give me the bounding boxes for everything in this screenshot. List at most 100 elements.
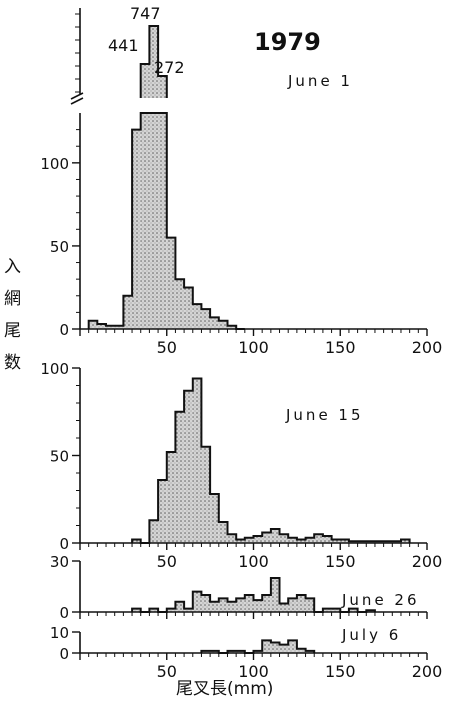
histogram-bar [218,522,228,543]
x-tick-label: 100 [238,552,269,571]
y-tick-label: 30 [50,553,69,571]
histogram-bar [331,539,341,543]
y-axis-label-char: 尾 [4,321,21,341]
bar-count-annotation: 272 [154,58,185,77]
x-tick-label: 100 [238,662,269,681]
x-tick-label: 50 [157,662,177,681]
histogram-bar [262,532,271,543]
histogram-bar [97,324,107,329]
histogram-bar [132,129,141,329]
histogram-bar [184,390,193,543]
histogram-bar [201,650,211,653]
histogram-bar [149,113,159,329]
figure-year: 1979 [254,28,321,56]
panel-label: June 1 [287,72,353,90]
histogram-bar [201,309,211,329]
histogram-bar [149,520,159,543]
histogram-bar [192,378,202,543]
x-tick-label: 50 [157,552,177,571]
histogram-bar [184,287,193,329]
histogram-bar [400,539,410,543]
x-tick-label: 150 [325,662,356,681]
histogram-outline-overflow [139,25,168,98]
histogram-bar [236,598,245,612]
histogram-bar [288,598,297,612]
histogram-bar [279,534,289,543]
histogram-bar [348,608,358,612]
histogram-bar [166,237,176,329]
histogram-bar [314,534,323,543]
panel-label: July 6 [341,626,401,644]
histogram-bar [175,279,185,329]
histogram-bar [227,325,237,329]
histogram-bar [305,598,315,612]
panel-july-6: 50 100 150 200 0 10 July 6 [50,624,442,681]
histogram-bar-overflow [140,64,150,98]
histogram-bar [244,595,254,612]
x-tick-label: 100 [238,338,269,357]
histogram-bar [296,595,306,612]
x-tick-label: 150 [325,338,356,357]
histogram-bar [114,325,124,329]
y-tick-label: 100 [40,155,69,173]
histogram-bar [201,446,211,543]
histogram-bar [175,601,185,612]
histogram-bar [158,113,167,329]
x-tick-label: 150 [325,552,356,571]
histogram-bar [184,608,193,612]
histogram-bar [210,494,219,543]
panel-june-26: 0 30 June 26 [50,553,428,622]
histogram-bar [140,113,150,329]
histogram-bar [236,539,245,543]
histogram-bar [88,320,98,329]
histogram-bar [270,529,280,543]
y-axis-label-char: 数 [4,353,21,373]
y-axis-label-char: 網 [4,289,21,309]
panel-june-1-inset: 441 747 272 [70,4,185,105]
histogram-bar [322,536,332,543]
histogram-bar [175,411,185,543]
bar-count-annotation: 747 [130,4,161,23]
histogram-bar [288,640,297,653]
histogram-bar [305,537,315,543]
axis-break-mark [70,97,84,105]
histogram-bar [270,578,280,612]
histogram-bar [201,595,211,612]
histogram-bar [227,650,237,653]
histogram-bar [106,325,115,329]
histogram-bar [296,648,306,653]
x-axis-label: 尾叉長(mm) [176,679,273,699]
histogram-outline [87,112,245,330]
histogram-bar [166,608,176,612]
histogram-bar [123,295,133,329]
histogram-bar [262,595,271,612]
histogram-bar [253,536,263,543]
histogram-bar [288,537,297,543]
histogram-bar-overflow [158,76,167,98]
x-tick-label: 200 [412,338,443,357]
histogram-bar [218,320,228,329]
histogram-bar [227,601,237,612]
histogram-bar [236,650,245,653]
histogram-bar [210,601,219,612]
panel-label: June 26 [341,591,420,609]
histogram-bar [279,644,289,653]
histogram-bar [210,650,219,653]
histogram-bar [227,534,237,543]
histogram-bar [305,650,315,653]
histogram-bar [192,591,202,612]
histogram-bar [192,304,202,329]
histogram-bar [210,317,219,329]
histogram-bar [132,608,141,612]
bar-count-annotation: 441 [108,36,139,55]
panel-label: June 15 [285,406,364,424]
y-tick-label: 50 [50,238,69,256]
histogram-bar-overflow [149,26,159,98]
y-tick-label: 100 [40,360,69,378]
histogram-bar [166,452,176,543]
histogram-outline [131,577,376,613]
y-axis-label: 入 網 尾 数 [4,257,21,373]
y-tick-label: 10 [50,624,69,642]
histogram-bar [331,608,341,612]
